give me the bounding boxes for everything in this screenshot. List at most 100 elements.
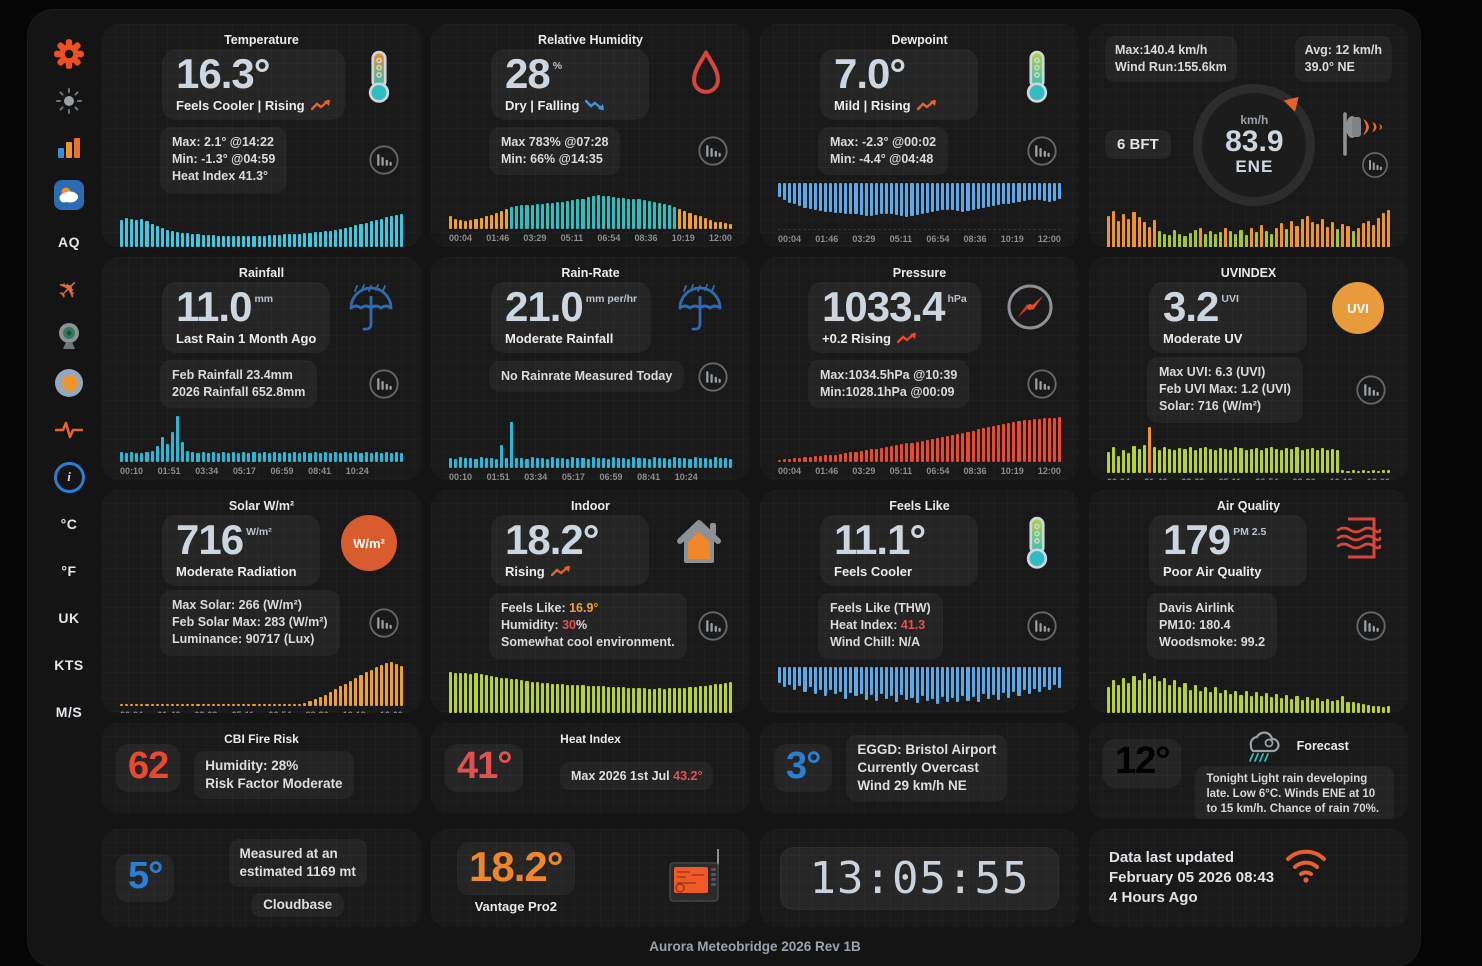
thermometer-icon xyxy=(1019,515,1055,569)
history-chart-icon[interactable] xyxy=(367,606,401,640)
rainfall-value-box: 11.0 mm Last Rain 1 Month Ago xyxy=(162,282,331,353)
history-chart-icon[interactable] xyxy=(1025,609,1059,643)
webcam-button[interactable] xyxy=(47,318,91,354)
stat-line: No Rainrate Measured Today xyxy=(501,369,673,384)
wind-card: Max:140.4 km/h Wind Run:155.6km Avg: 12 … xyxy=(1089,24,1408,247)
console-card: 18.2° Vantage Pro2 xyxy=(431,829,750,927)
stat-line: Feb UVI Max: 1.2 (UVI) xyxy=(1159,382,1291,397)
wifi-icon xyxy=(1284,847,1328,883)
uvindex-stats: Max UVI: 6.3 (UVI) Feb UVI Max: 1.2 (UVI… xyxy=(1147,356,1303,423)
metar-nav[interactable]: ✈ xyxy=(47,270,91,307)
history-chart-icon[interactable] xyxy=(1025,134,1059,168)
trend-up-icon xyxy=(310,100,330,111)
rain-cloud-icon xyxy=(1241,729,1283,763)
fire-risk-card: CBI Fire Risk 62 Humidity: 28% Risk Fact… xyxy=(102,723,421,813)
stat-line: Woodsmoke: 99.2 xyxy=(1159,635,1266,650)
history-chart-icon[interactable] xyxy=(1025,367,1059,401)
pressure-stats: Max:1034.5hPa @10:39 Min:1028.1hPa @00:0… xyxy=(808,359,970,409)
cloudbase-value: 5° xyxy=(128,854,163,897)
weather-app-button[interactable] xyxy=(47,177,91,213)
indoor-value-box: 18.2° Rising xyxy=(491,515,649,586)
uvindex-value: 3.2 xyxy=(1163,283,1219,330)
stat-line: 2026 Rainfall 652.8mm xyxy=(172,385,306,400)
air-quality-nav[interactable]: AQ xyxy=(47,224,91,260)
rainfall-stats: Feb Rainfall 23.4mm 2026 Rainfall 652.8m… xyxy=(160,359,318,409)
history-chart-icon[interactable] xyxy=(696,360,730,394)
uvindex-card: UVINDEX 3.2 UVI Moderate UV UVI Max UVI: … xyxy=(1089,257,1408,480)
barometer-icon xyxy=(1005,282,1055,332)
gauge-unit: km/h xyxy=(1240,112,1269,127)
rainrate-value-box: 21.0 mm per/hr Moderate Rainfall xyxy=(491,282,652,353)
stat-line: Luminance: 90717 (Lux) xyxy=(172,632,315,647)
info-button[interactable]: i xyxy=(47,459,91,495)
footer-text: Aurora Meteobridge 2026 Rev 1B xyxy=(649,939,861,954)
umbrella-rain-icon xyxy=(345,282,397,334)
history-chart-icon[interactable] xyxy=(696,134,730,168)
card-title: Relative Humidity xyxy=(538,33,643,47)
temperature-stats: Max: 2.1° @14:22 Min: -1.3° @04:59 Heat … xyxy=(160,126,288,193)
pulse-icon xyxy=(55,420,83,440)
stat-line: Wind 29 km/h NE xyxy=(857,777,967,793)
charts-button[interactable] xyxy=(47,130,91,166)
stat-line: Feels Like: 16.9° xyxy=(501,600,599,615)
card-title: Indoor xyxy=(571,499,610,513)
air-quality-unit: PM 2.5 xyxy=(1233,526,1267,538)
unit-ms-button[interactable]: M/S xyxy=(47,694,91,730)
dewpoint-stats: Max: -2.3° @00:02 Min: -4.4° @04:48 xyxy=(818,126,949,176)
stat-line: Solar: 716 (W/m²) xyxy=(1159,399,1262,414)
history-chart-icon[interactable] xyxy=(367,367,401,401)
history-chart-icon[interactable] xyxy=(1354,373,1388,407)
history-chart-icon[interactable] xyxy=(1360,150,1390,180)
metar-card: 3° EGGD: Bristol Airport Currently Overc… xyxy=(760,723,1079,813)
moon-phase-button[interactable] xyxy=(47,365,91,401)
history-chart-icon[interactable] xyxy=(696,609,730,643)
unit-kts-button[interactable]: KTS xyxy=(47,647,91,683)
beaufort-badge: 6 BFT xyxy=(1105,130,1171,160)
forecast-card: 12° Forecast xyxy=(1089,723,1408,819)
card-title: Forecast xyxy=(1296,739,1349,753)
stat-line: Feb Rainfall 23.4mm xyxy=(172,367,293,382)
wind-bearing: 39.0° NE xyxy=(1304,59,1355,74)
stat-line: Measured at an xyxy=(239,846,338,862)
cloudbase-value-box: 5° xyxy=(116,853,175,903)
pressure-unit: hPa xyxy=(947,293,967,305)
stat-line: Heat Index: 41.3 xyxy=(830,618,926,633)
temperature-trend: Feels Cooler | Rising xyxy=(176,97,305,113)
wind-max-box: Max:140.4 km/h Wind Run:155.6km xyxy=(1105,36,1237,82)
stat-line: Humidity: 30% xyxy=(501,618,588,633)
ms-label: M/S xyxy=(55,704,83,720)
pressure-sparkline xyxy=(778,416,1062,463)
umbrella-rain-icon xyxy=(674,282,726,334)
stat-line: Max: 2.1° @14:22 xyxy=(172,134,274,149)
dewpoint-trend: Mild | Rising xyxy=(834,97,911,113)
history-chart-icon[interactable] xyxy=(367,143,401,177)
dashboard-shell: AQ ✈ xyxy=(28,10,1420,966)
uvindex-trend: Moderate UV xyxy=(1163,330,1243,346)
sun-icon xyxy=(56,88,82,114)
dewpoint-card: Dewpoint 7.0° Mild | Rising xyxy=(760,24,1079,247)
airplane-icon: ✈ xyxy=(50,270,87,307)
settings-button[interactable] xyxy=(47,36,91,72)
stat-line: Heat Index 41.3° xyxy=(172,169,269,184)
metar-stats: EGGD: Bristol Airport Currently Overcast… xyxy=(846,735,1008,801)
pressure-value-box: 1033.4 hPa +0.2 Rising xyxy=(808,282,981,353)
metar-value: 3° xyxy=(786,744,821,787)
card-title: UVINDEX xyxy=(1220,266,1277,280)
unit-fahrenheit-button[interactable]: °F xyxy=(47,553,91,589)
fire-risk-value-box: 62 xyxy=(116,743,181,793)
trend-up-icon xyxy=(550,566,570,577)
fahrenheit-label: °F xyxy=(61,563,77,579)
heat-index-value-box: 41° xyxy=(445,743,524,793)
forecast-value: 12° xyxy=(1115,740,1170,782)
heat-index-stats: Max 2026 1st Jul 43.2° xyxy=(559,761,714,791)
brightness-button[interactable] xyxy=(47,83,91,119)
humidity-unit: % xyxy=(552,60,563,72)
unit-celsius-button[interactable]: °C xyxy=(47,506,91,542)
clock-card: 13:05:55 xyxy=(760,829,1079,927)
unit-uk-button[interactable]: UK xyxy=(47,600,91,636)
history-chart-icon[interactable] xyxy=(1354,609,1388,643)
live-data-button[interactable] xyxy=(47,412,91,448)
feels-like-sparkline xyxy=(778,666,1062,713)
